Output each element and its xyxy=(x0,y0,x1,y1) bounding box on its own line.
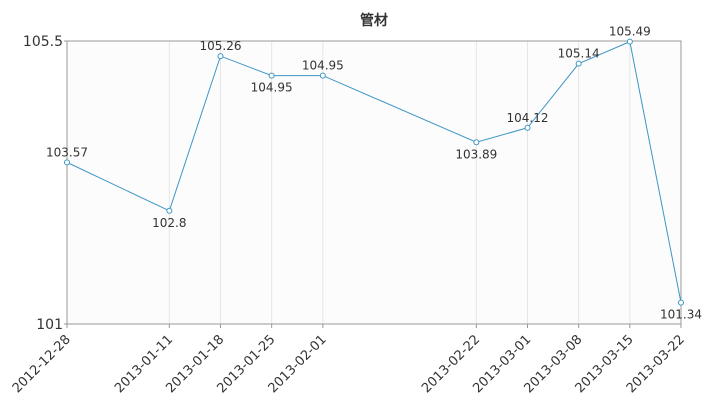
data-label: 102.8 xyxy=(152,216,186,230)
data-label: 104.12 xyxy=(507,111,549,125)
series-group xyxy=(64,38,684,306)
data-label: 101.34 xyxy=(660,308,702,322)
data-point xyxy=(217,53,224,60)
data-point xyxy=(678,299,684,306)
data-label: 105.49 xyxy=(609,25,651,39)
y-tick-label: 101 xyxy=(36,317,63,333)
gridlines xyxy=(168,41,631,324)
data-point xyxy=(473,139,480,146)
series-line xyxy=(66,40,682,303)
chart-title: 管材 xyxy=(360,12,388,29)
data-point xyxy=(575,60,582,67)
data-label: 103.57 xyxy=(46,145,88,159)
data-label: 105.26 xyxy=(200,39,242,53)
y-axis-ticks: 101 105.5 xyxy=(23,34,67,333)
x-axis-ticks: 2012-12-28 2013-01-112013-01-182013-01-25… xyxy=(10,324,688,396)
data-point xyxy=(268,72,275,79)
data-point xyxy=(626,38,633,45)
data-label: 105.14 xyxy=(558,47,600,61)
data-point xyxy=(166,207,173,214)
data-label: 103.89 xyxy=(455,147,497,161)
data-point xyxy=(524,124,531,131)
data-label: 104.95 xyxy=(302,59,344,73)
data-point xyxy=(319,72,326,79)
data-point xyxy=(64,159,70,166)
x-tick-label: 2012-12-28 xyxy=(10,332,74,396)
data-labels: 103.57 102.8 105.26 104.95 104.95 103.89 104.1… xyxy=(46,25,702,322)
plot-border xyxy=(66,40,682,325)
plot-area xyxy=(67,41,681,324)
data-label: 104.95 xyxy=(251,81,293,95)
y-tick-label: 105.5 xyxy=(23,34,63,50)
